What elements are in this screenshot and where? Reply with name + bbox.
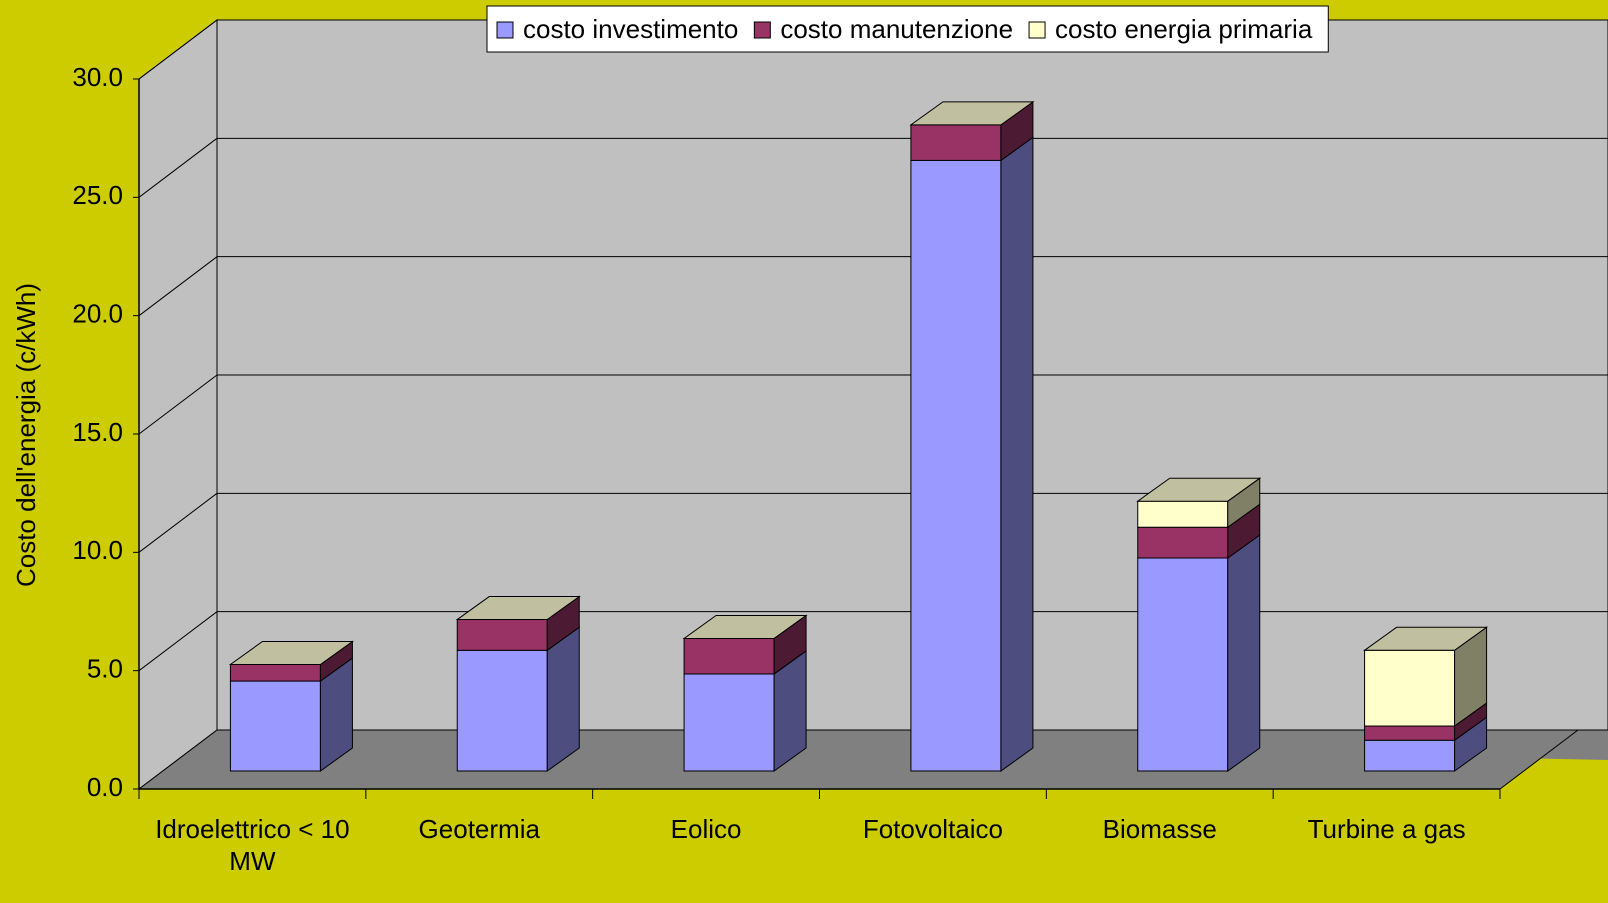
grid-line-side bbox=[138, 256, 218, 317]
bar bbox=[1137, 557, 1229, 772]
bar-top bbox=[682, 614, 808, 639]
y-tick-label: 0.0 bbox=[87, 772, 123, 802]
x-tick-label: Biomasse bbox=[1102, 814, 1217, 844]
bar-top bbox=[228, 641, 354, 665]
x-tick-label: Idroelettrico < 10 MW bbox=[155, 814, 350, 876]
bar bbox=[1364, 739, 1456, 772]
y-tick-label: 15.0 bbox=[72, 417, 123, 447]
bar bbox=[229, 664, 321, 682]
legend-box bbox=[486, 5, 1329, 53]
bar-side bbox=[1000, 136, 1034, 772]
legend-label: costo investimento bbox=[523, 14, 738, 44]
bar-top bbox=[1363, 626, 1489, 651]
y-tick-label: 5.0 bbox=[87, 654, 123, 684]
bar bbox=[683, 673, 775, 772]
floor-edge bbox=[1499, 729, 1579, 790]
floor-main bbox=[139, 730, 1578, 789]
grid-line-side bbox=[138, 729, 218, 790]
y-tick-label: 20.0 bbox=[72, 299, 123, 329]
legend: costo investimento costo manutenzione cost… bbox=[486, 5, 1329, 53]
bar bbox=[456, 649, 548, 772]
y-tick-label: 25.0 bbox=[72, 180, 123, 210]
legend-label: costo energia primaria bbox=[1055, 14, 1313, 44]
bar bbox=[910, 159, 1002, 772]
legend-swatch bbox=[496, 21, 514, 39]
y-tick-label: 30.0 bbox=[72, 62, 123, 92]
grid-line-side bbox=[138, 137, 218, 198]
bar-top bbox=[1136, 477, 1262, 502]
legend-label: costo manutenzione bbox=[780, 14, 1013, 44]
bar-top bbox=[909, 101, 1035, 126]
legend-swatch bbox=[1028, 21, 1046, 39]
grid-line-side bbox=[138, 492, 218, 553]
x-tick-label: Geotermia bbox=[418, 814, 540, 844]
legend-swatch bbox=[753, 21, 771, 39]
bar bbox=[1137, 500, 1229, 528]
bar bbox=[456, 619, 548, 651]
x-tick-label: Turbine a gas bbox=[1307, 814, 1466, 844]
grid-line-side bbox=[138, 374, 218, 435]
bar bbox=[683, 637, 775, 675]
x-tick-label: Fotovoltaico bbox=[862, 814, 1003, 844]
grid-line-side bbox=[138, 19, 218, 80]
y-tick-label: 10.0 bbox=[72, 535, 123, 565]
bar-side bbox=[546, 626, 580, 772]
bar bbox=[1364, 649, 1456, 727]
bar-top bbox=[455, 596, 581, 621]
y-axis-label: Costo dell'energia (c/kWh) bbox=[11, 283, 41, 587]
bar bbox=[229, 680, 321, 772]
grid-line-side bbox=[138, 611, 218, 672]
bar-side bbox=[1227, 534, 1261, 772]
x-tick-label: Eolico bbox=[670, 814, 742, 844]
bar bbox=[1364, 725, 1456, 741]
bar bbox=[1137, 526, 1229, 559]
bar bbox=[910, 124, 1002, 161]
